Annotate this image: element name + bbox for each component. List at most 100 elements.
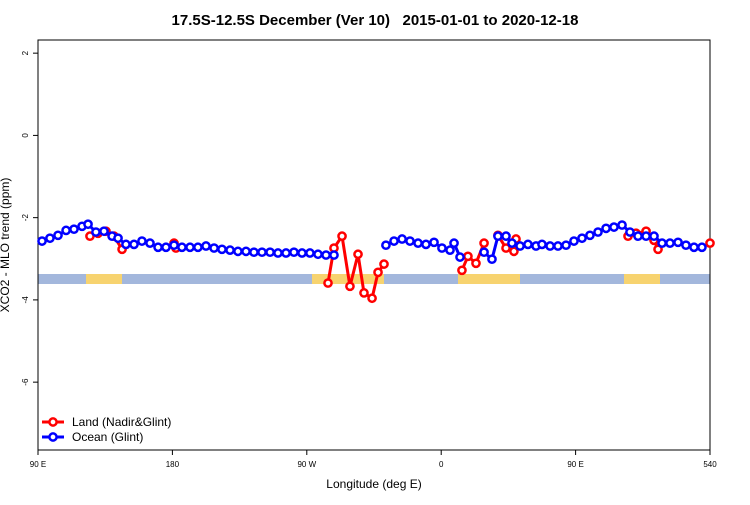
point xyxy=(53,230,63,241)
point xyxy=(345,281,355,292)
point xyxy=(209,243,219,253)
point xyxy=(329,250,339,260)
point xyxy=(493,231,503,242)
point xyxy=(353,249,363,260)
point xyxy=(471,258,481,269)
point xyxy=(169,240,179,251)
point xyxy=(83,219,93,230)
point xyxy=(665,238,675,248)
point xyxy=(129,239,139,250)
point xyxy=(113,233,123,244)
point xyxy=(413,238,423,248)
point xyxy=(421,239,431,250)
point xyxy=(337,231,347,242)
point xyxy=(569,236,579,246)
legend-marker xyxy=(48,432,58,442)
point xyxy=(449,238,459,248)
point xyxy=(193,242,203,253)
point xyxy=(381,240,391,251)
point xyxy=(281,248,291,258)
point xyxy=(69,224,79,235)
point xyxy=(289,247,299,258)
point xyxy=(479,238,489,248)
point xyxy=(625,227,635,237)
point xyxy=(397,234,407,244)
y-tick-label: 2 xyxy=(21,50,30,55)
point xyxy=(305,248,315,258)
land-patch xyxy=(86,274,122,284)
point xyxy=(545,241,555,251)
point xyxy=(657,238,667,248)
y-tick-label: -4 xyxy=(21,296,30,304)
point xyxy=(553,241,563,251)
x-tick-label: 540 xyxy=(703,460,717,469)
x-tick-label: 0 xyxy=(439,460,444,469)
point xyxy=(577,233,587,244)
point xyxy=(487,254,497,265)
point xyxy=(225,245,235,255)
point xyxy=(455,252,465,262)
point xyxy=(561,240,571,251)
point xyxy=(641,231,651,242)
point xyxy=(145,238,155,248)
y-axis-label: XCO2 - MLO trend (ppm) xyxy=(0,178,12,313)
x-tick-label: 180 xyxy=(166,460,180,469)
point xyxy=(257,247,267,258)
point xyxy=(323,278,333,288)
point xyxy=(501,231,511,242)
land-mask xyxy=(86,274,660,284)
point xyxy=(689,242,699,253)
land-patch xyxy=(458,274,520,284)
point xyxy=(297,248,307,258)
point xyxy=(681,240,691,251)
point xyxy=(185,242,195,253)
point xyxy=(537,239,547,250)
point xyxy=(379,259,389,269)
legend-marker xyxy=(48,417,58,427)
point xyxy=(91,227,101,237)
x-tick-label: 90 E xyxy=(30,460,46,469)
point xyxy=(463,251,473,262)
point xyxy=(367,293,377,304)
legend-label: Land (Nadir&Glint) xyxy=(72,415,171,429)
point xyxy=(99,226,109,237)
point xyxy=(585,230,595,241)
legend-label: Ocean (Glint) xyxy=(72,430,143,444)
point xyxy=(359,288,369,298)
point xyxy=(161,242,171,253)
point xyxy=(373,267,383,278)
point xyxy=(273,248,283,258)
point xyxy=(617,220,627,230)
point xyxy=(121,239,131,250)
point xyxy=(697,242,707,253)
point xyxy=(649,231,659,242)
point xyxy=(153,242,163,253)
point xyxy=(177,242,187,253)
point xyxy=(61,225,71,236)
point xyxy=(321,250,331,260)
point xyxy=(313,249,323,260)
point xyxy=(137,236,147,246)
point xyxy=(515,241,525,251)
point xyxy=(609,222,619,232)
land-patch xyxy=(312,274,384,284)
point xyxy=(457,265,467,276)
point xyxy=(445,245,455,255)
y-tick-label: 0 xyxy=(21,133,30,138)
point xyxy=(37,236,47,246)
point xyxy=(437,243,447,253)
point xyxy=(217,244,227,255)
point xyxy=(633,231,643,242)
x-axis-label: Longitude (deg E) xyxy=(326,477,421,491)
point xyxy=(405,236,415,246)
point xyxy=(507,238,517,248)
point xyxy=(429,237,439,248)
point xyxy=(233,246,243,257)
point xyxy=(705,238,715,248)
chart-title: 17.5S-12.5S December (Ver 10) 2015-01-01… xyxy=(172,12,579,29)
point xyxy=(389,236,399,246)
y-tick-label: -6 xyxy=(21,378,30,386)
x-tick-label: 90 E xyxy=(567,460,583,469)
y-tick-label: -2 xyxy=(21,214,30,222)
